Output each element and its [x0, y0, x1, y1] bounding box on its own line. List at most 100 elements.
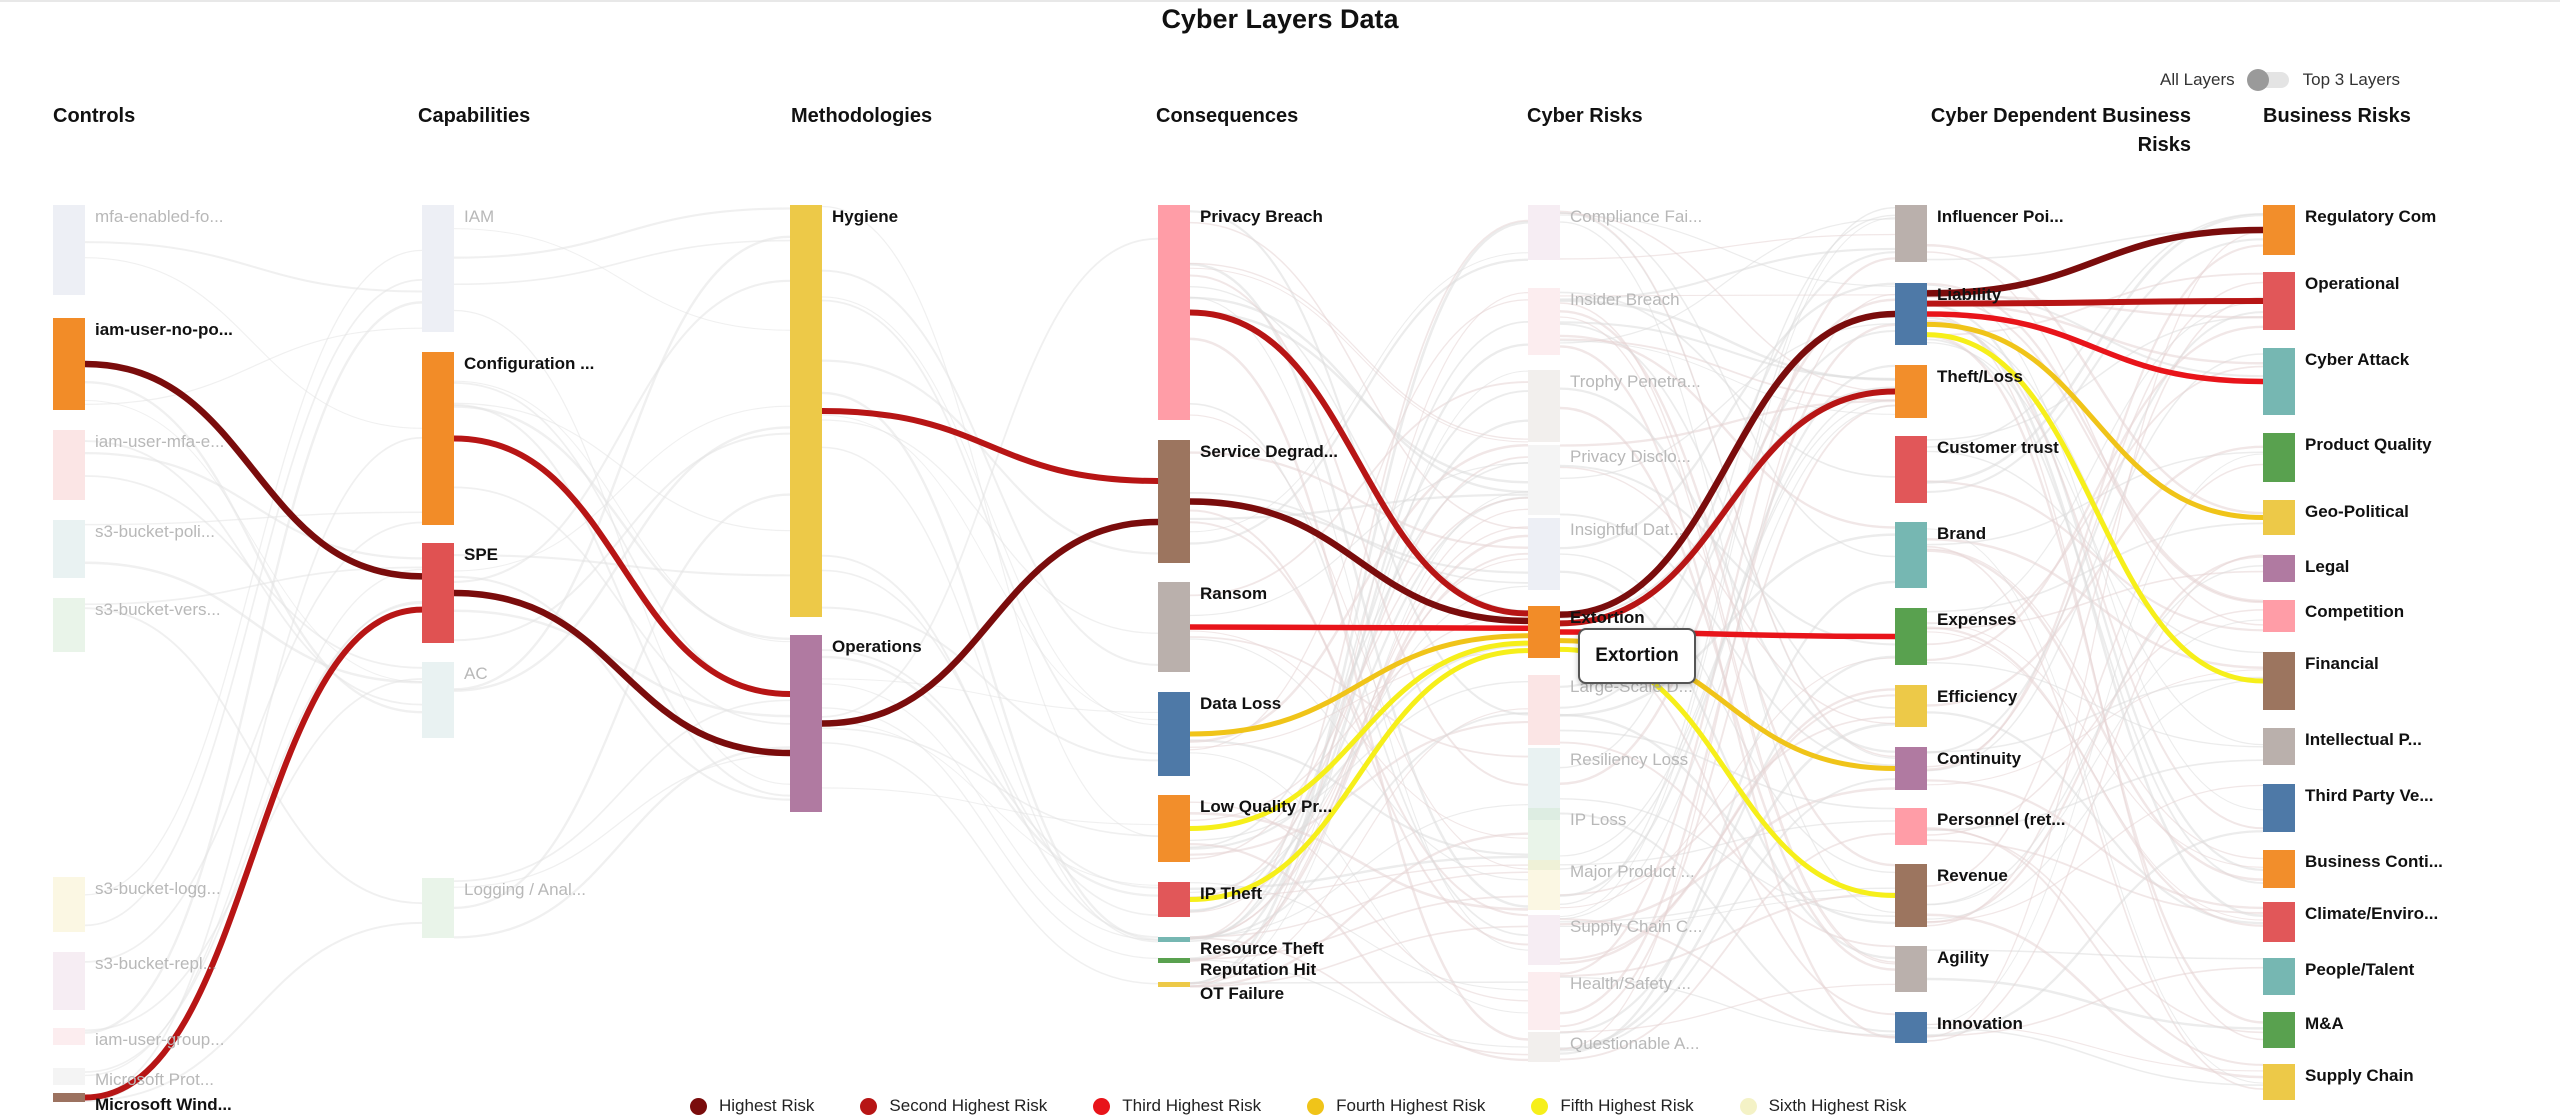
- node-innovation[interactable]: [1895, 1012, 1927, 1043]
- toggle-label-all-layers[interactable]: All Layers: [2160, 70, 2235, 89]
- faint-link: [84, 561, 423, 684]
- node-m-a[interactable]: [2263, 1012, 2295, 1048]
- link-liability-to-geo-political[interactable]: [1926, 321, 2264, 520]
- node-extortion[interactable]: [1528, 606, 1560, 658]
- node-climate-enviro[interactable]: [2263, 902, 2295, 942]
- node-cyber-attack[interactable]: [2263, 348, 2295, 415]
- node-geo-political[interactable]: [2263, 500, 2295, 535]
- link-spe-to-operations[interactable]: [453, 589, 791, 757]
- link-liability-to-regulatory-com[interactable]: [1926, 226, 2264, 297]
- node-intellectual-p[interactable]: [2263, 728, 2295, 765]
- node-iam[interactable]: [422, 205, 454, 332]
- node-major-product[interactable]: [1528, 860, 1560, 910]
- node-questionable-a[interactable]: [1528, 1032, 1560, 1062]
- node-customer-trust[interactable]: [1895, 436, 1927, 503]
- link-extortion-to-liability[interactable]: [1559, 310, 1896, 618]
- node-supply-chain[interactable]: [2263, 1064, 2295, 1100]
- legend-item-highest-risk[interactable]: Highest Risk: [690, 1096, 814, 1116]
- node-s3-bucket-repl[interactable]: [53, 952, 85, 1010]
- node-business-conti[interactable]: [2263, 850, 2295, 888]
- faint-link: [1926, 450, 2264, 654]
- node-personnel-ret[interactable]: [1895, 808, 1927, 845]
- node-iam-user-group[interactable]: [53, 1028, 85, 1045]
- legend-item-fourth-highest-risk[interactable]: Fourth Highest Risk: [1307, 1096, 1485, 1116]
- node-microsoft-prot[interactable]: [53, 1068, 85, 1085]
- node-competition[interactable]: [2263, 600, 2295, 632]
- link-liability-to-financial[interactable]: [1926, 332, 2264, 684]
- legend-item-third-highest-risk[interactable]: Third Highest Risk: [1093, 1096, 1261, 1116]
- node-ip-loss[interactable]: [1528, 808, 1560, 870]
- link-operations-to-service-degrad[interactable]: [821, 518, 1159, 727]
- node-legal[interactable]: [2263, 555, 2295, 582]
- node-brand[interactable]: [1895, 522, 1927, 588]
- node-insightful-dat[interactable]: [1528, 518, 1560, 590]
- node-large-scale-d[interactable]: [1528, 675, 1560, 745]
- link-iam-user-no-po-to-spe[interactable]: [84, 360, 423, 580]
- node-efficiency[interactable]: [1895, 685, 1927, 727]
- node-supply-chain-c[interactable]: [1528, 915, 1560, 965]
- faint-link: [1559, 334, 1896, 529]
- node-ot-failure[interactable]: [1158, 982, 1190, 987]
- node-s3-bucket-vers[interactable]: [53, 598, 85, 652]
- node-data-loss[interactable]: [1158, 692, 1190, 776]
- node-third-party-ve[interactable]: [2263, 784, 2295, 832]
- node-microsoft-wind[interactable]: [53, 1093, 85, 1102]
- link-hygiene-to-service-degrad[interactable]: [821, 408, 1159, 484]
- node-spe[interactable]: [422, 543, 454, 643]
- legend-item-second-highest-risk[interactable]: Second Highest Risk: [860, 1096, 1047, 1116]
- link-microsoft-wind-to-spe[interactable]: [84, 606, 423, 1101]
- node-ac[interactable]: [422, 662, 454, 738]
- node-s3-bucket-poli[interactable]: [53, 520, 85, 578]
- node-iam-user-mfa-e[interactable]: [53, 430, 85, 500]
- node-hygiene[interactable]: [790, 205, 822, 617]
- link-ransom-to-extortion[interactable]: [1189, 624, 1529, 632]
- node-theft-loss[interactable]: [1895, 365, 1927, 418]
- node-influencer-poi[interactable]: [1895, 205, 1927, 262]
- node-operations[interactable]: [790, 635, 822, 812]
- faint-link: [1559, 212, 1896, 393]
- toggle-knob[interactable]: [2246, 69, 2269, 91]
- link-service-degrad-to-extortion[interactable]: [1189, 498, 1529, 625]
- node-privacy-disclo[interactable]: [1528, 445, 1560, 515]
- layer-toggle-switch[interactable]: [2246, 69, 2289, 91]
- link-extortion-to-theft-loss[interactable]: [1559, 388, 1896, 627]
- legend-item-fifth-highest-risk[interactable]: Fifth Highest Risk: [1531, 1096, 1694, 1116]
- node-people-talent[interactable]: [2263, 958, 2295, 995]
- link-configuration-to-operations[interactable]: [453, 435, 791, 697]
- node-mfa-enabled-fo[interactable]: [53, 205, 85, 295]
- faint-link: [453, 405, 791, 641]
- node-privacy-breach[interactable]: [1158, 205, 1190, 420]
- node-reputation-hit[interactable]: [1158, 958, 1190, 963]
- node-expenses[interactable]: [1895, 608, 1927, 665]
- node-operational[interactable]: [2263, 272, 2295, 330]
- node-configuration[interactable]: [422, 352, 454, 525]
- node-low-quality-pr[interactable]: [1158, 795, 1190, 862]
- node-resiliency-loss[interactable]: [1528, 748, 1560, 820]
- node-product-quality[interactable]: [2263, 433, 2295, 482]
- node-service-degrad[interactable]: [1158, 440, 1190, 563]
- link-privacy-breach-to-extortion[interactable]: [1189, 309, 1529, 617]
- node-compliance-fai[interactable]: [1528, 205, 1560, 260]
- legend-item-sixth-highest-risk[interactable]: Sixth Highest Risk: [1739, 1096, 1907, 1116]
- node-resource-theft[interactable]: [1158, 937, 1190, 942]
- node-revenue[interactable]: [1895, 864, 1927, 927]
- node-trophy-penetra[interactable]: [1528, 370, 1560, 442]
- node-regulatory-com[interactable]: [2263, 205, 2295, 255]
- link-low-quality-pr-to-extortion[interactable]: [1189, 640, 1529, 831]
- link-liability-to-operational[interactable]: [1926, 298, 2264, 307]
- node-iam-user-no-po[interactable]: [53, 318, 85, 410]
- node-financial[interactable]: [2263, 652, 2295, 710]
- node-health-safety[interactable]: [1528, 972, 1560, 1030]
- node-agility[interactable]: [1895, 946, 1927, 992]
- link-liability-to-cyber-attack[interactable]: [1926, 311, 2264, 385]
- node-logging-anal[interactable]: [422, 878, 454, 938]
- link-ip-theft-to-extortion[interactable]: [1189, 648, 1529, 902]
- node-ransom[interactable]: [1158, 582, 1190, 672]
- node-insider-breach[interactable]: [1528, 288, 1560, 355]
- node-ip-theft[interactable]: [1158, 882, 1190, 917]
- toggle-label-top-3-layers[interactable]: Top 3 Layers: [2302, 70, 2400, 89]
- node-continuity[interactable]: [1895, 747, 1927, 790]
- node-s3-bucket-logg[interactable]: [53, 877, 85, 932]
- node-liability[interactable]: [1895, 283, 1927, 345]
- link-data-loss-to-extortion[interactable]: [1189, 633, 1529, 737]
